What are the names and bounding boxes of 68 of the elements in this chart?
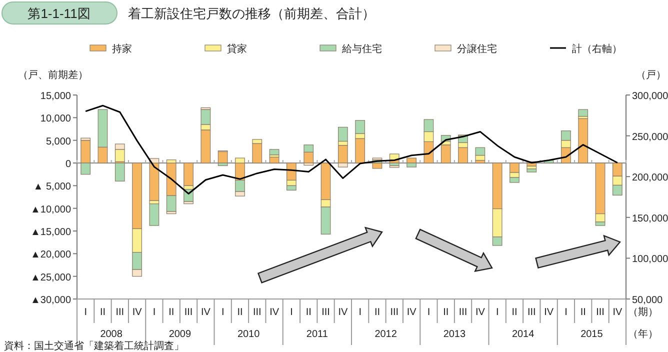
y2-tick-label: 150,000 [632, 213, 668, 224]
y-tick-label: ▲20,000 [30, 250, 72, 261]
x-tick-label: III [527, 307, 536, 318]
text: 資料：国土交通省「建築着工統計調査」 [4, 340, 184, 352]
x-tick-label: II [168, 307, 174, 318]
chart-title: 着工新設住宅戸数の推移（前期差、合計） [128, 6, 375, 21]
y-tick-label: 10,000 [40, 114, 72, 125]
x-tick-label: II [100, 307, 106, 318]
x-tick-label: IV [338, 307, 348, 318]
text: 2010 [237, 329, 260, 340]
text: （年） [628, 328, 658, 340]
x-tick-label: IV [406, 307, 417, 318]
y-tick-label: 5,000 [46, 136, 72, 148]
x-tick-label: I [290, 307, 293, 318]
text: 2008 [100, 329, 123, 340]
y2-tick-label: 50,000 [632, 295, 664, 306]
text: 2012 [374, 329, 398, 340]
x-tick-label: I [427, 307, 430, 318]
x-tick-label: I [358, 307, 362, 318]
x-tick-label: IV [544, 307, 554, 318]
x-tick-label: III [252, 307, 262, 318]
x-tick-label: III [596, 307, 604, 318]
y-tick-label: 0 [65, 159, 72, 170]
x-tick-label: I [564, 307, 568, 318]
y2-tick-label: 200,000 [632, 172, 668, 184]
y-tick-label: ▲ 5,000 [33, 182, 72, 193]
x-tick-label: III [184, 307, 193, 318]
x-tick-label: III [390, 307, 399, 318]
x-tick-label: II [237, 307, 243, 318]
x-tick-label: IV [132, 307, 142, 318]
x-tick-label: IV [612, 307, 622, 318]
y2-axis-title: （戸） [636, 70, 666, 81]
y-tick-label: ▲10,000 [30, 204, 72, 216]
y2-tick-label: 250,000 [632, 132, 668, 143]
x-tick-label: II [580, 307, 586, 318]
text: （期） [628, 306, 658, 318]
y-tick-label: ▲30,000 [30, 295, 72, 306]
x-tick-label: IV [475, 307, 486, 318]
x-tick-label: IV [200, 307, 211, 318]
legend-label: 分譲住宅 [457, 43, 497, 55]
text: 2013 [443, 329, 466, 340]
x-tick-label: III [116, 307, 124, 318]
legend-label: 持家 [112, 43, 132, 55]
legend-label: 計（右軸） [572, 43, 622, 55]
y-axis-title: （戸、前期差） [18, 69, 88, 81]
x-tick-label: I [496, 307, 499, 318]
y-tick-label: ▲25,000 [30, 272, 72, 284]
x-tick-label: I [84, 307, 87, 318]
y2-tick-label: 300,000 [632, 91, 668, 102]
legend-label: 給与住宅 [341, 43, 382, 55]
legend-label: 貸家 [227, 43, 247, 55]
x-tick-label: I [221, 307, 224, 318]
x-tick-label: II [512, 307, 518, 318]
text: 2015 [580, 329, 604, 340]
x-tick-label: II [443, 307, 449, 318]
x-tick-label: III [458, 307, 468, 318]
y-tick-label: ▲15,000 [30, 227, 72, 238]
text: 2014 [512, 329, 535, 340]
badge: 第1-1-11図 [2, 2, 118, 24]
x-tick-label: II [374, 307, 380, 318]
x-tick-label: II [306, 307, 312, 318]
y2-tick-label: 100,000 [632, 254, 668, 266]
text: 2011 [306, 329, 328, 340]
text: 2009 [168, 329, 192, 340]
x-tick-label: III [322, 307, 330, 318]
x-tick-label: IV [270, 307, 280, 318]
x-tick-label: I [152, 307, 156, 318]
y-tick-label: 15,000 [40, 91, 72, 102]
